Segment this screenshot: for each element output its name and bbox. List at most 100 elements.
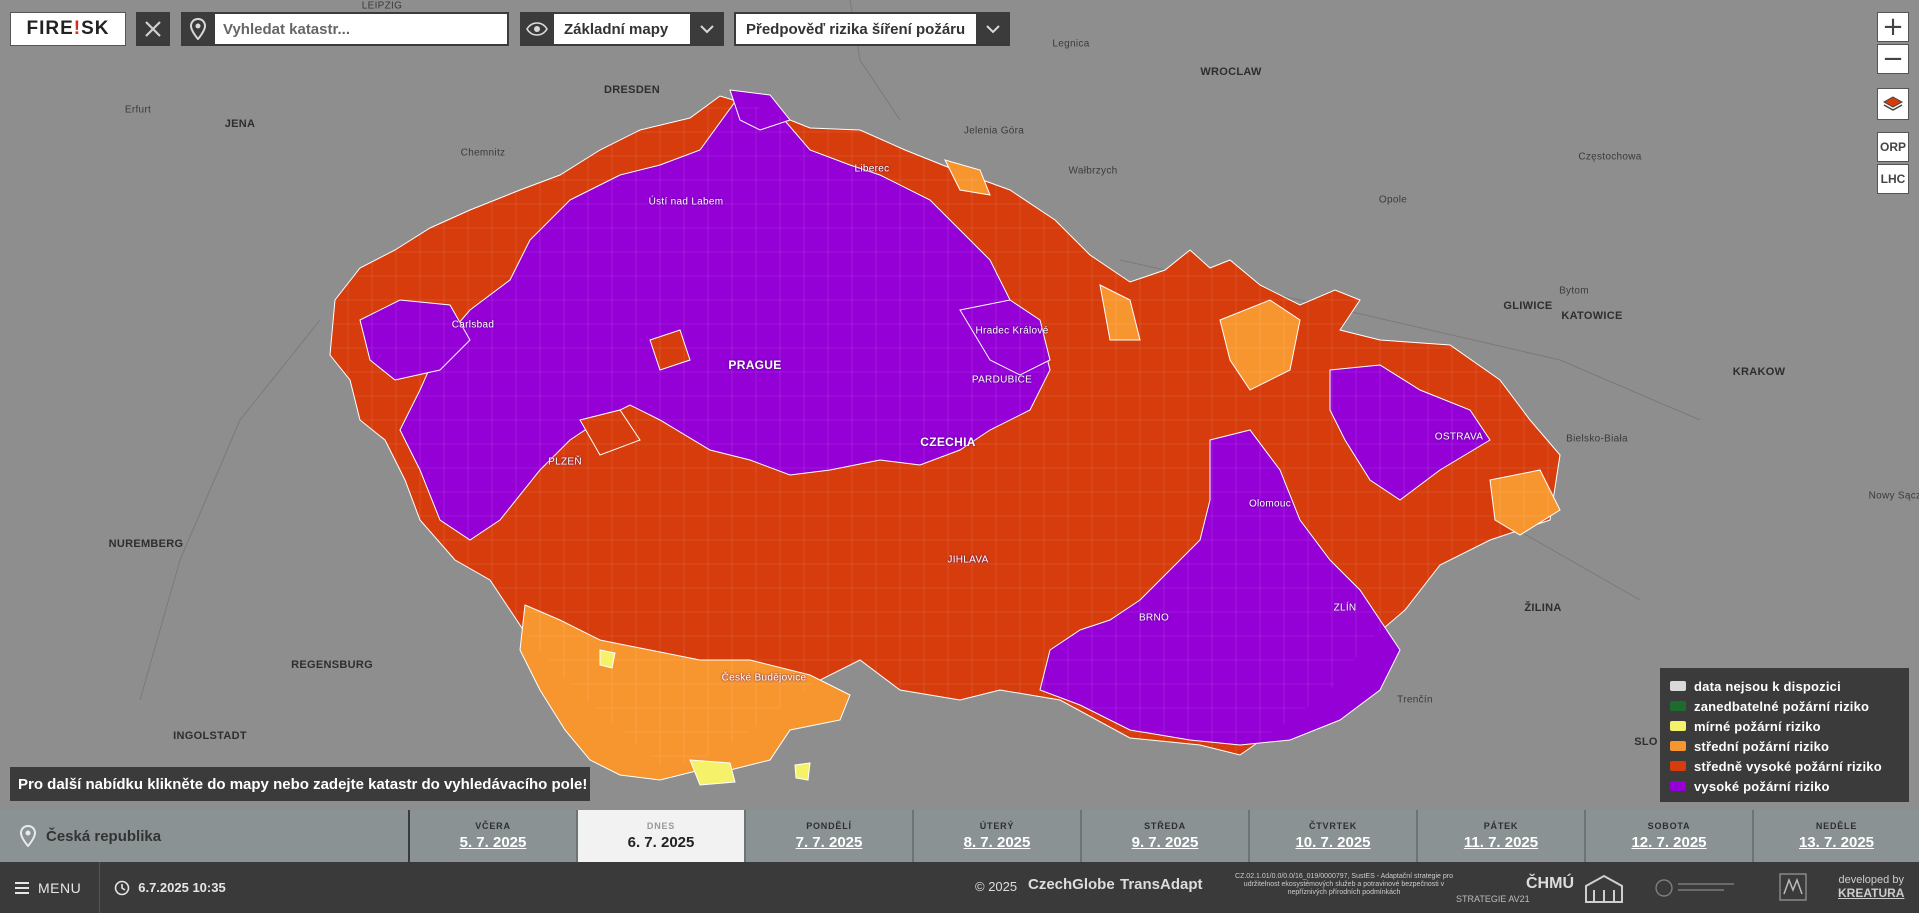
transadapt-logo[interactable]: TransAdapt — [1120, 876, 1203, 893]
day-name: ÚTERÝ — [979, 821, 1015, 831]
ministry-building-icon[interactable] — [1582, 872, 1626, 904]
risk-map-svg[interactable] — [0, 0, 1919, 810]
city-label: České Budějovice — [721, 672, 807, 684]
zone-mild[interactable] — [689, 759, 736, 786]
location-pin-icon — [20, 825, 36, 847]
day-tab-active[interactable]: DNES 6. 7. 2025 — [578, 810, 746, 862]
ministry-logo-icon — [1779, 873, 1807, 901]
day-name: VČERA — [475, 821, 511, 831]
footer: MENU 6.7.2025 10:35 © 2025 CzechGlobe Tr… — [0, 862, 1919, 913]
partner-logo-icon — [1655, 879, 1734, 897]
day-date: 13. 7. 2025 — [1798, 834, 1875, 851]
menu-button[interactable]: MENU — [0, 880, 81, 896]
chmu-logo[interactable]: ČHMÚ — [1526, 875, 1574, 892]
day-name: STŘEDA — [1144, 821, 1186, 831]
city-label: LEIPZIG — [361, 0, 403, 12]
city-label: Nowy Sącz — [1868, 490, 1919, 502]
developed-by-label: developed by — [1838, 874, 1904, 886]
city-label: GLIWICE — [1503, 300, 1553, 312]
legend-item: střední požární riziko — [1670, 736, 1899, 756]
copyright-text: © 2025 — [975, 879, 1018, 894]
legend-swatch — [1670, 781, 1686, 791]
day-date: 6. 7. 2025 — [627, 834, 695, 851]
search-input[interactable] — [215, 14, 507, 44]
eye-icon — [520, 12, 554, 46]
hamburger-icon — [15, 881, 29, 894]
city-label: Bielsko-Biała — [1566, 433, 1628, 445]
lhc-button[interactable]: LHC — [1877, 164, 1909, 194]
day-date: 7. 7. 2025 — [795, 834, 863, 851]
project-text: CZ.02.1.01/0.0/0.0/16_019/0000797, SustE… — [1235, 873, 1453, 896]
city-label: REGENSBURG — [291, 659, 373, 671]
zoom-out-button[interactable]: − — [1877, 44, 1909, 74]
city-label: Jelenia Góra — [963, 125, 1025, 137]
kreatura-link[interactable]: KREATURA — [1838, 886, 1905, 900]
update-time: 6.7.2025 10:35 — [114, 880, 226, 896]
logo-text: FIRE — [26, 18, 74, 39]
city-label: PLZEŇ — [548, 456, 582, 468]
city-label: INGOLSTADT — [173, 730, 247, 742]
legend-item: mírné požární riziko — [1670, 716, 1899, 736]
day-tab[interactable]: NEDĚLE 13. 7. 2025 — [1754, 810, 1919, 862]
day-tab[interactable]: STŘEDA 9. 7. 2025 — [1082, 810, 1250, 862]
zone-mild-3[interactable] — [794, 762, 811, 781]
city-label: BRNO — [1138, 612, 1170, 624]
day-name: PÁTEK — [1483, 821, 1519, 831]
day-date: 11. 7. 2025 — [1463, 834, 1539, 851]
layer-label: Předpověď rizika šíření požáru — [736, 14, 977, 44]
city-label: Ústí nad Labem — [648, 196, 724, 208]
city-label: KRAKOW — [1732, 366, 1786, 378]
clock-icon — [114, 880, 130, 895]
firerisk-logo[interactable]: FIRE! SK — [10, 12, 126, 46]
chevron-down-icon — [976, 12, 1010, 46]
day-tab[interactable]: PONDĚLÍ 7. 7. 2025 — [746, 810, 914, 862]
day-date: 5. 7. 2025 — [459, 834, 527, 851]
day-tab[interactable]: PÁTEK 11. 7. 2025 — [1418, 810, 1586, 862]
city-label: WROCLAW — [1200, 66, 1262, 78]
city-label: Liberec — [854, 163, 890, 175]
city-label: Carlsbad — [451, 319, 495, 331]
orp-button[interactable]: ORP — [1877, 132, 1909, 162]
city-label: Erfurt — [124, 104, 152, 116]
layer-dropdown[interactable]: Předpověď rizika šíření požáru — [734, 12, 1010, 46]
day-tab[interactable]: ČTVRTEK 10. 7. 2025 — [1250, 810, 1418, 862]
developer-credit: developed by KREATURA — [1838, 874, 1904, 900]
x-social-button[interactable] — [136, 12, 170, 46]
city-label: ZLÍN — [1333, 602, 1357, 614]
region-selector[interactable]: Česká republika — [0, 810, 410, 862]
cadastre-search[interactable] — [181, 12, 509, 46]
layers-icon — [1883, 96, 1903, 111]
legend-item: data nejsou k dispozici — [1670, 676, 1899, 696]
region-label: Česká republika — [46, 827, 162, 845]
city-label: JIHLAVA — [947, 554, 989, 566]
legend-label: středně vysoké požární riziko — [1694, 758, 1882, 774]
day-name: SOBOTA — [1647, 821, 1691, 831]
legend-swatch — [1670, 681, 1686, 691]
city-label: NUREMBERG — [108, 538, 184, 550]
basemap-dropdown[interactable]: Základní mapy — [520, 12, 724, 46]
legend-label: mírné požární riziko — [1694, 718, 1821, 734]
basemap-label: Základní mapy — [554, 14, 690, 44]
day-name: PONDĚLÍ — [806, 821, 852, 831]
day-date: 12. 7. 2025 — [1631, 834, 1707, 851]
city-label: SLO — [1634, 736, 1658, 748]
czechglobe-logo[interactable]: CzechGlobe — [1028, 876, 1115, 893]
zoom-in-button[interactable]: + — [1877, 12, 1909, 42]
day-tab[interactable]: VČERA 5. 7. 2025 — [410, 810, 578, 862]
district-borders — [330, 96, 1560, 765]
city-label: ŽILINA — [1524, 602, 1562, 614]
city-label: Olomouc — [1248, 498, 1292, 510]
layers-button[interactable] — [1877, 88, 1909, 120]
strategie-logo[interactable]: STRATEGIE AV21 — [1456, 894, 1530, 904]
city-label: Bytom — [1559, 285, 1589, 297]
menu-label: MENU — [38, 879, 82, 896]
legend-label: vysoké požární riziko — [1694, 778, 1830, 794]
day-tab[interactable]: SOBOTA 12. 7. 2025 — [1586, 810, 1754, 862]
legend-swatch — [1670, 741, 1686, 751]
x-icon — [145, 21, 161, 37]
map-canvas[interactable]: LEIPZIG DRESDEN Erfurt JENA Chemnitz Leg… — [0, 0, 1919, 810]
legend-item: středně vysoké požární riziko — [1670, 756, 1899, 776]
divider — [99, 862, 101, 913]
day-tab[interactable]: ÚTERÝ 8. 7. 2025 — [914, 810, 1082, 862]
